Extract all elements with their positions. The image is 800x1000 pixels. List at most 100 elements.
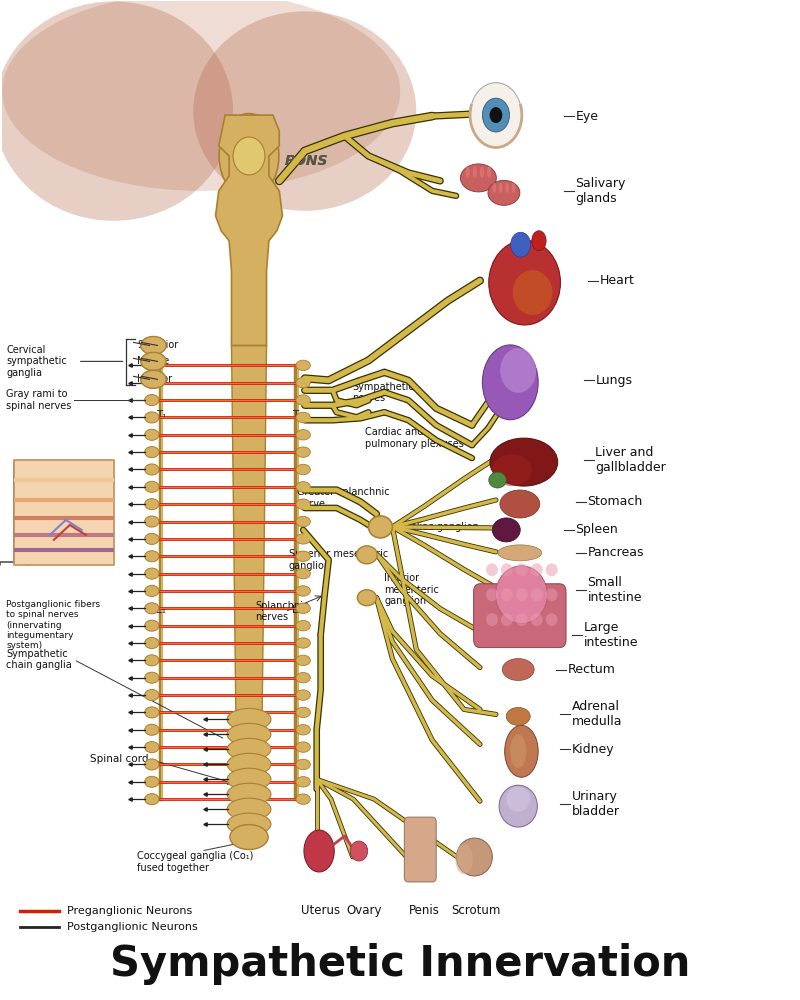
Ellipse shape [489,472,506,488]
Ellipse shape [145,360,159,371]
Text: Middle: Middle [138,356,170,366]
Ellipse shape [296,672,310,683]
Ellipse shape [505,725,538,777]
Text: Adrenal
medulla: Adrenal medulla [572,700,622,728]
Ellipse shape [296,378,310,388]
Text: Large
intestine: Large intestine [583,621,638,649]
Ellipse shape [145,655,159,666]
Ellipse shape [145,377,159,388]
Ellipse shape [530,563,542,576]
Ellipse shape [455,844,473,874]
Ellipse shape [145,585,159,596]
Text: Superior: Superior [138,340,178,350]
Ellipse shape [296,534,310,544]
Ellipse shape [145,776,159,787]
Text: Inferior: Inferior [138,374,173,384]
Ellipse shape [145,533,159,544]
Text: Greater splanchnic
nerve: Greater splanchnic nerve [297,487,390,509]
Text: Eye: Eye [575,110,598,123]
Ellipse shape [510,734,526,768]
Ellipse shape [296,551,310,561]
Ellipse shape [145,637,159,649]
Text: Stomach: Stomach [587,495,642,508]
Ellipse shape [145,429,159,440]
Ellipse shape [230,825,268,850]
Ellipse shape [516,588,528,601]
Text: Spleen: Spleen [575,523,618,536]
Ellipse shape [296,395,310,405]
Ellipse shape [145,447,159,458]
Ellipse shape [546,588,558,601]
Ellipse shape [492,454,532,486]
Ellipse shape [296,586,310,596]
Ellipse shape [357,546,378,564]
Ellipse shape [227,768,271,790]
Ellipse shape [145,412,159,423]
Ellipse shape [227,798,271,820]
Ellipse shape [304,830,334,872]
Ellipse shape [486,563,498,576]
Ellipse shape [296,707,310,718]
Ellipse shape [358,590,377,606]
Ellipse shape [510,232,530,257]
Ellipse shape [546,563,558,576]
Ellipse shape [296,447,310,457]
FancyBboxPatch shape [474,584,566,648]
Text: Pancreas: Pancreas [587,546,644,559]
Text: Small
intestine: Small intestine [587,576,642,604]
Text: Cardiac and
pulmonary plexuses: Cardiac and pulmonary plexuses [365,427,463,449]
PathPatch shape [215,115,282,345]
Ellipse shape [498,545,542,561]
Ellipse shape [490,438,558,486]
Ellipse shape [0,1,233,221]
Text: T₂: T₂ [292,410,302,420]
Text: Scrotum: Scrotum [451,904,501,917]
Ellipse shape [145,620,159,631]
Ellipse shape [194,11,416,211]
Text: Sympathetic
nerves: Sympathetic nerves [353,382,414,403]
FancyBboxPatch shape [404,817,436,882]
Ellipse shape [488,180,520,205]
Ellipse shape [145,794,159,805]
Ellipse shape [219,114,279,198]
Text: L₂: L₂ [292,605,302,615]
Ellipse shape [296,464,310,475]
Ellipse shape [145,742,159,753]
Ellipse shape [505,183,509,193]
Ellipse shape [350,841,368,861]
Ellipse shape [369,516,392,538]
Ellipse shape [296,360,310,371]
Ellipse shape [296,412,310,423]
Ellipse shape [145,724,159,735]
Ellipse shape [296,690,310,700]
Text: Celiac ganglion: Celiac ganglion [404,522,479,532]
Text: Urinary
bladder: Urinary bladder [572,790,620,818]
Text: PONS: PONS [285,154,328,168]
Ellipse shape [141,352,166,370]
Ellipse shape [500,348,536,393]
Text: Coccygeal ganglia (Co₁)
fused together: Coccygeal ganglia (Co₁) fused together [138,851,254,873]
Ellipse shape [487,167,491,178]
Ellipse shape [227,753,271,775]
Ellipse shape [513,270,553,315]
Ellipse shape [506,787,530,812]
Ellipse shape [296,638,310,648]
Ellipse shape [296,430,310,440]
Text: PONS: PONS [285,154,328,168]
Text: Cervical
sympathetic
ganglia: Cervical sympathetic ganglia [6,345,67,378]
Text: Postganglionic fibers
to spinal nerves
(innervating
integumentary
system): Postganglionic fibers to spinal nerves (… [6,600,100,650]
Ellipse shape [482,345,538,420]
Text: Liver and
gallbladder: Liver and gallbladder [595,446,666,474]
Ellipse shape [486,613,498,626]
Ellipse shape [145,395,159,406]
Ellipse shape [499,183,502,193]
FancyBboxPatch shape [14,460,114,565]
Ellipse shape [296,516,310,527]
Ellipse shape [141,370,166,388]
Text: Uterus: Uterus [301,904,340,917]
Text: Inferior
mesenteric
ganglion: Inferior mesenteric ganglion [385,573,439,606]
Ellipse shape [145,499,159,510]
Text: Penis: Penis [409,904,440,917]
Ellipse shape [145,690,159,701]
Ellipse shape [296,482,310,492]
